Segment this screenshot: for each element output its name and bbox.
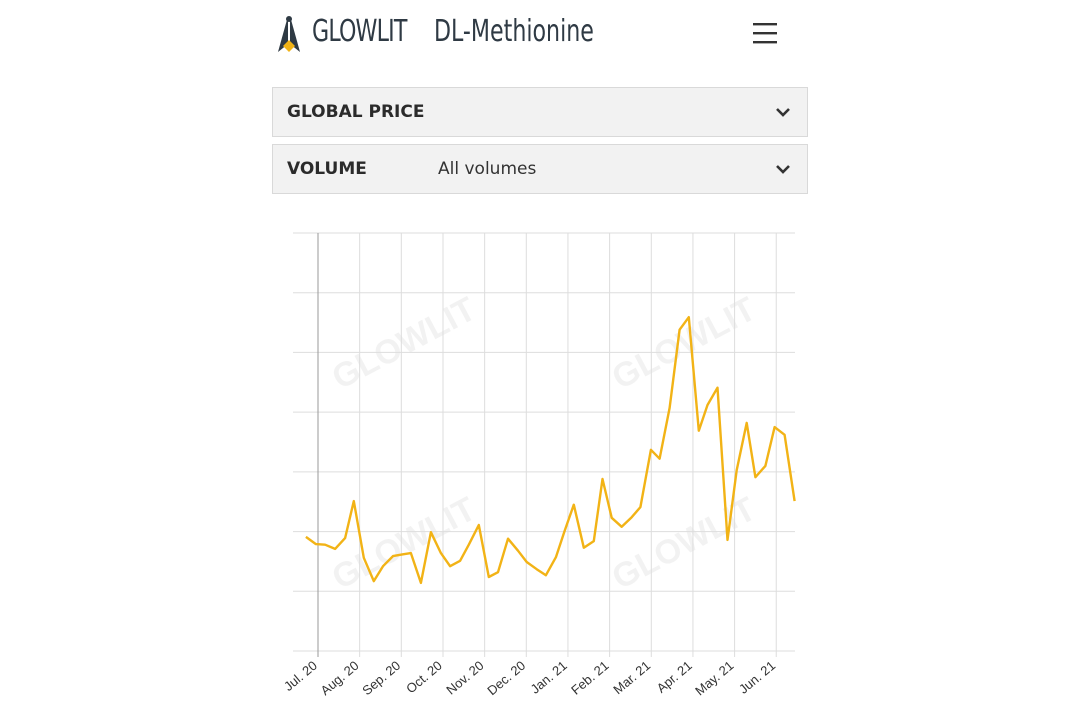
x-tick-label: Feb. 21 (568, 658, 611, 698)
watermark: GLOWLIT (606, 490, 762, 597)
x-tick-label: Oct. 20 (403, 658, 445, 696)
dropdown-label: VOLUME (287, 159, 367, 179)
menu-button[interactable] (753, 22, 777, 44)
price-dropdown[interactable]: GLOBAL PRICE (272, 87, 808, 137)
brand[interactable]: GLOWLIT (312, 14, 407, 49)
price-line (305, 316, 796, 585)
dropdown-value: All volumes (438, 159, 537, 179)
x-tick-label: Jul. 20 (281, 658, 320, 694)
dropdown-label: GLOBAL PRICE (287, 102, 425, 122)
x-tick-label: Nov. 20 (443, 658, 486, 698)
logo[interactable] (275, 14, 305, 56)
chevron (776, 108, 790, 117)
x-tick-label: Dec. 20 (484, 658, 528, 698)
x-tick-label: Apr. 21 (654, 658, 695, 696)
chevron (776, 165, 790, 174)
page-title: DL-Methionine (434, 14, 594, 49)
watermark: GLOWLIT (606, 290, 762, 397)
x-tick-label: Aug. 20 (318, 658, 362, 698)
x-tick-label: Mar. 21 (610, 658, 653, 697)
watermark: GLOWLIT (326, 490, 482, 597)
volume-dropdown[interactable]: VOLUME All volumes (272, 144, 808, 194)
x-tick-label: Jan. 21 (528, 658, 570, 697)
x-tick-label: Jun. 21 (736, 658, 778, 697)
x-tick-label: Sep. 20 (359, 658, 403, 698)
x-tick-label: May. 21 (692, 658, 736, 699)
watermark: GLOWLIT (326, 290, 482, 397)
